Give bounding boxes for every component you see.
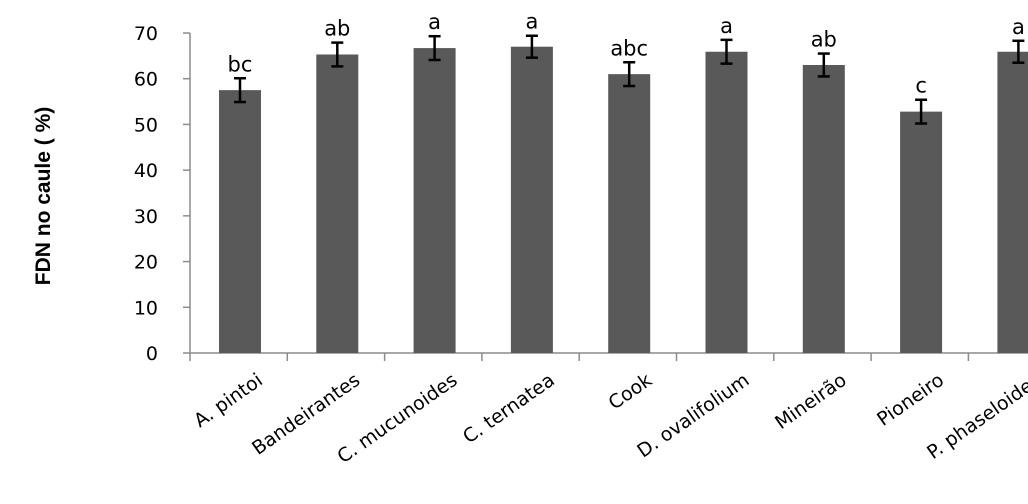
significance-label: c (915, 74, 927, 98)
significance-label: a (428, 10, 441, 34)
y-tick-label: 60 (134, 69, 158, 91)
category-label: Mineirão (771, 369, 851, 434)
bar (316, 54, 359, 353)
y-tick-label: 40 (134, 160, 158, 182)
error-bars (234, 34, 1025, 125)
y-tick-label: 10 (134, 297, 158, 319)
bar (510, 46, 553, 353)
y-axis: 0 10 20 30 40 50 60 70 (134, 23, 191, 365)
category-label: Cook (605, 369, 657, 414)
bar (802, 65, 845, 353)
bar (219, 90, 261, 354)
bar (608, 74, 651, 354)
bar (413, 48, 456, 353)
x-axis (189, 352, 1028, 361)
y-tick-label: 20 (134, 252, 158, 274)
bar (997, 51, 1028, 353)
y-tick-label: 30 (134, 206, 158, 228)
category-label: A. pintoi (190, 369, 267, 432)
category-label: Pioneiro (873, 369, 948, 431)
category-label: C. ternatea (459, 369, 559, 448)
significance-label: a (1012, 15, 1025, 39)
bars (219, 46, 1028, 354)
bar (900, 111, 943, 353)
significance-label: bc (228, 52, 253, 76)
y-tick-label: 50 (134, 114, 158, 136)
y-axis-title: FDN no caule ( %) (32, 107, 55, 286)
significance-label: ab (811, 28, 837, 52)
y-tick-label: 0 (146, 343, 158, 365)
significance-label: a (720, 14, 733, 38)
significance-label: a (525, 10, 538, 34)
y-tick-label: 70 (134, 23, 158, 45)
bar (705, 51, 748, 353)
significance-label: abc (610, 36, 648, 60)
significance-label: ab (324, 17, 350, 41)
